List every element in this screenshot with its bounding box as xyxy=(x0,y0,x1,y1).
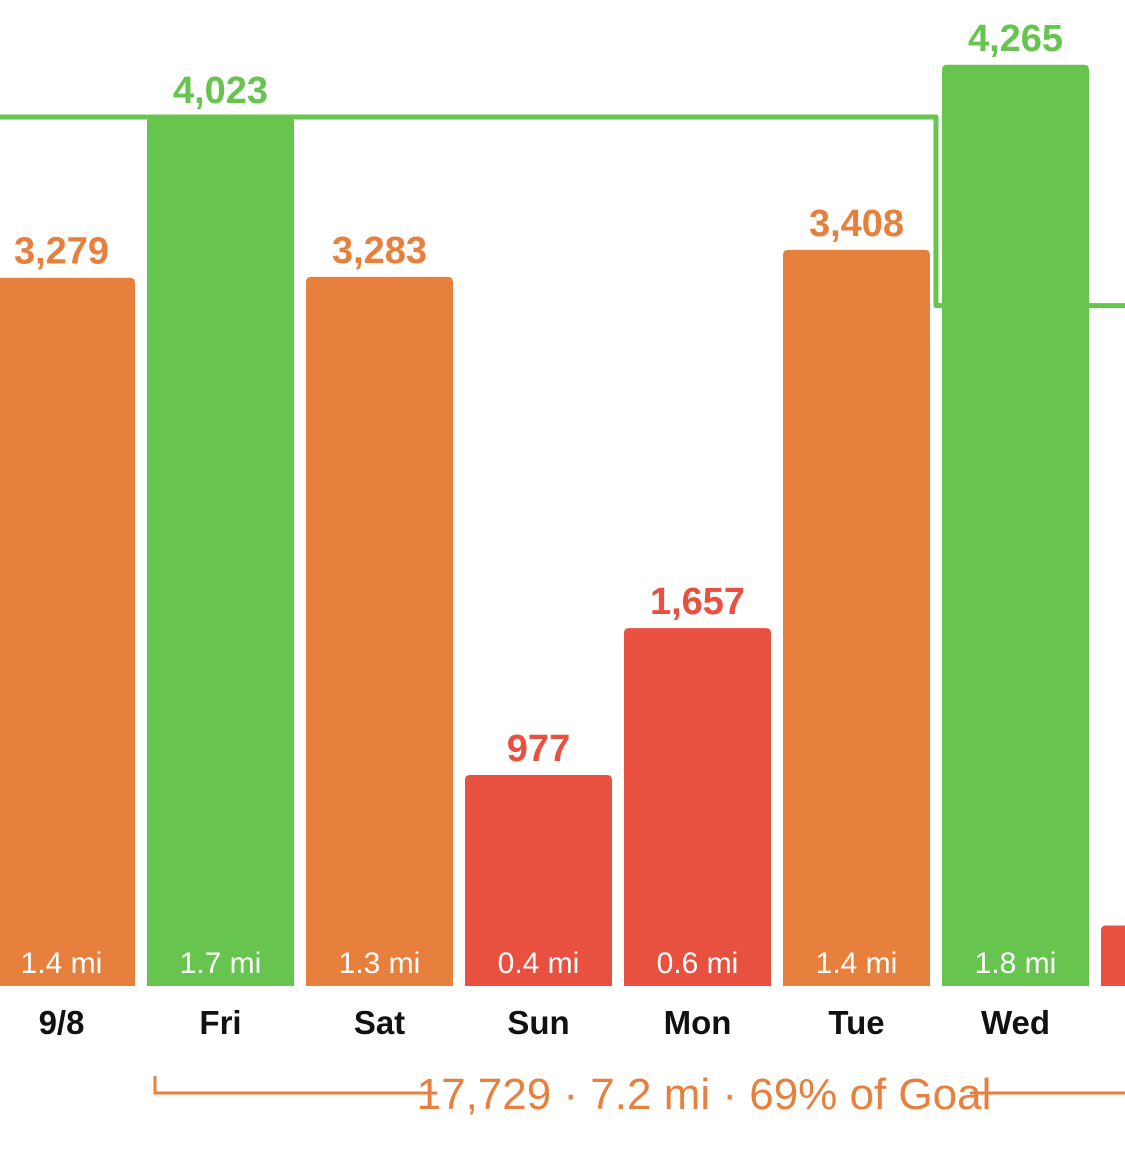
bar-distance-label-9-8: 1.4 mi xyxy=(21,947,103,980)
bar-sat[interactable] xyxy=(306,276,453,986)
x-tick-label-fri: Fri xyxy=(199,1004,241,1041)
bar-value-label-9-8: 3,279 xyxy=(14,231,109,273)
bar-value-label-tue: 3,408 xyxy=(809,203,904,245)
x-tick-label-wed: Wed xyxy=(981,1004,1050,1041)
bar-distance-label-fri: 1.7 mi xyxy=(180,947,262,980)
bar-value-label-mon: 1,657 xyxy=(650,581,745,623)
bar-sun[interactable] xyxy=(465,774,612,986)
bar-value-label-wed: 4,265 xyxy=(968,18,1063,60)
bar-mon[interactable] xyxy=(624,628,771,986)
bar-distance-label-mon: 0.6 mi xyxy=(657,947,739,980)
x-tick-label-9-8: 9/8 xyxy=(39,1004,85,1041)
bar-fri[interactable] xyxy=(147,117,294,987)
bar-value-label-fri: 4,023 xyxy=(173,70,268,112)
bar-distance-label-tue: 1.4 mi xyxy=(816,947,898,980)
bar-value-label-sat: 3,283 xyxy=(332,230,427,272)
bar-value-label-sun: 977 xyxy=(507,728,570,770)
summary-group: 17,729 · 7.2 mi · 69% of Goal xyxy=(153,1070,1125,1119)
bar-next[interactable] xyxy=(1101,925,1125,986)
bar-distance-label-sun: 0.4 mi xyxy=(498,947,580,980)
bar-distance-label-sat: 1.3 mi xyxy=(339,947,421,980)
x-tick-label-sat: Sat xyxy=(354,1004,405,1041)
summary-bracket-left xyxy=(153,1076,437,1095)
summary-total-text: 17,729 · 7.2 mi · 69% of Goal xyxy=(417,1070,992,1119)
labels-group: 3,279 1.4 mi 9/8 4,023 1.7 mi Fri 3,283 1.3 mi S… xyxy=(14,18,1063,1041)
bars-group xyxy=(0,64,1125,987)
x-tick-label-mon: Mon xyxy=(664,1004,732,1041)
bar-tue[interactable] xyxy=(783,249,930,986)
x-tick-label-sun: Sun xyxy=(507,1004,569,1041)
x-tick-label-tue: Tue xyxy=(828,1004,884,1041)
bar-wed[interactable] xyxy=(942,64,1089,986)
bar-distance-label-wed: 1.8 mi xyxy=(975,947,1057,980)
bar-9-8[interactable] xyxy=(0,277,135,986)
